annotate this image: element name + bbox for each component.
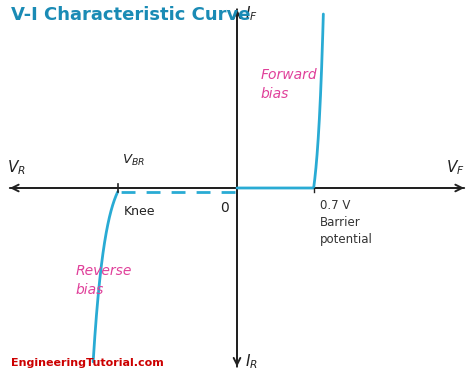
Text: $I_F$: $I_F$ xyxy=(245,5,257,23)
Text: 0.7 V
Barrier
potential: 0.7 V Barrier potential xyxy=(320,199,373,246)
Text: $V_F$: $V_F$ xyxy=(446,158,465,177)
Text: $V_R$: $V_R$ xyxy=(7,158,26,177)
Text: 0: 0 xyxy=(220,201,228,215)
Text: $V_{BR}$: $V_{BR}$ xyxy=(122,153,145,168)
Text: Reverse
bias: Reverse bias xyxy=(75,264,132,297)
Text: V-I Characteristic Curve: V-I Characteristic Curve xyxy=(11,6,251,24)
Text: Forward
bias: Forward bias xyxy=(260,68,317,101)
Text: $I_R$: $I_R$ xyxy=(245,353,257,371)
Text: EngineeringTutorial.com: EngineeringTutorial.com xyxy=(11,358,164,368)
Text: Knee: Knee xyxy=(124,205,155,218)
